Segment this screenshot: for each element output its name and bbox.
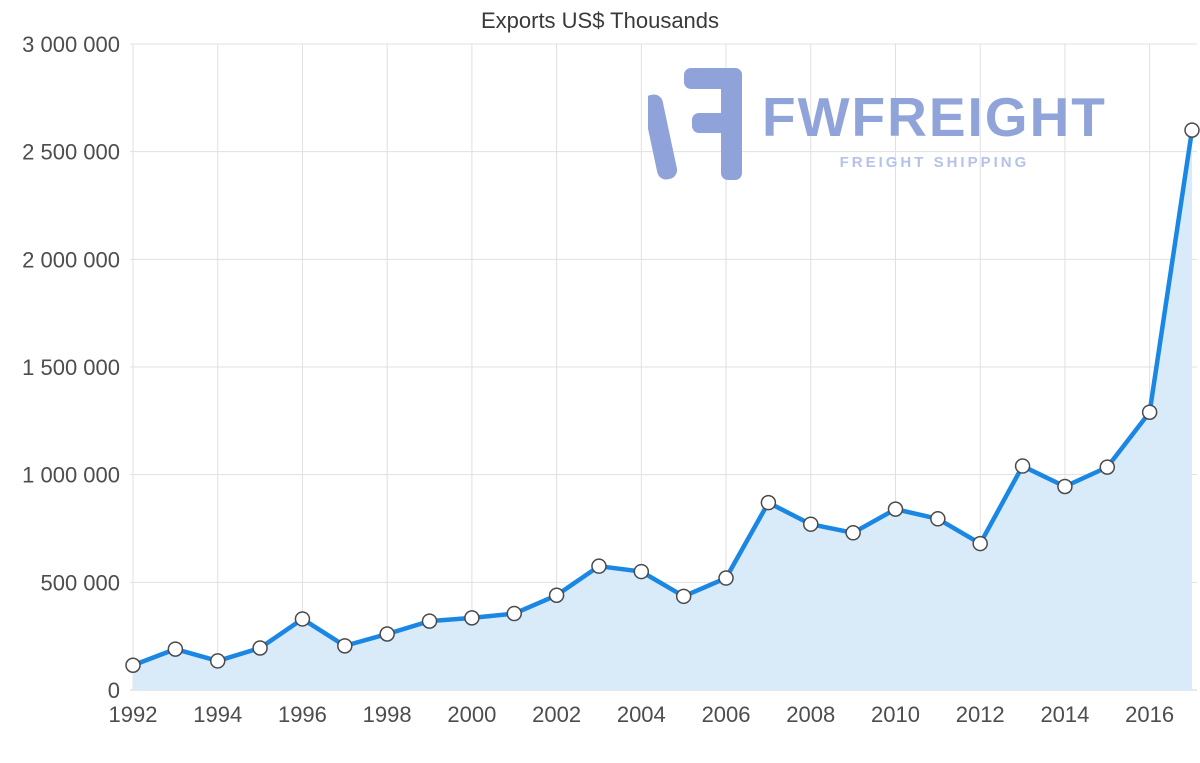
data-point-2006[interactable] (718, 570, 734, 586)
y-axis-label: 1 000 000 (22, 463, 120, 488)
data-point-2001[interactable] (506, 605, 522, 622)
x-axis-label: 2014 (1040, 702, 1089, 727)
x-axis-label: 2002 (532, 702, 581, 727)
x-axis-label: 2000 (447, 702, 496, 727)
data-point-1992[interactable] (125, 657, 141, 673)
data-point-2017[interactable] (1184, 122, 1200, 138)
series-area-fill (133, 130, 1192, 691)
data-point-2013[interactable] (1014, 458, 1031, 474)
data-point-2014[interactable] (1057, 478, 1073, 495)
data-point-1994[interactable] (209, 653, 226, 669)
chart-title: Exports US$ Thousands (480, 8, 720, 33)
x-axis-label: 1998 (363, 702, 412, 727)
data-point-2011[interactable] (930, 511, 946, 527)
x-axis-label: 2006 (702, 702, 751, 727)
data-point-2002[interactable] (548, 587, 565, 604)
x-axis-label: 2004 (617, 702, 666, 727)
x-axis-label: 1996 (278, 702, 327, 727)
data-point-2003[interactable] (591, 558, 607, 574)
data-point-1996[interactable] (294, 611, 311, 627)
y-axis-label: 0 (108, 678, 120, 703)
data-point-2012[interactable] (972, 535, 988, 552)
data-point-1998[interactable] (379, 626, 395, 642)
y-axis-label: 500 000 (40, 570, 120, 595)
x-axis-label: 2010 (871, 702, 920, 727)
series-line (130, 127, 1195, 668)
y-axis-label: 3 000 000 (22, 32, 120, 57)
data-point-2010[interactable] (887, 501, 904, 517)
data-point-2000[interactable] (464, 610, 480, 626)
x-axis-label: 2008 (786, 702, 835, 727)
data-point-1999[interactable] (421, 613, 438, 629)
data-point-2009[interactable] (845, 525, 861, 541)
x-axis-label: 2016 (1125, 702, 1174, 727)
y-axis-label: 2 000 000 (22, 247, 120, 272)
y-axis-label: 2 500 000 (22, 140, 120, 165)
data-point-1995[interactable] (252, 640, 268, 656)
data-point-1993[interactable] (167, 641, 184, 657)
x-axis-label: 1994 (193, 702, 242, 727)
y-axis-label: 1 500 000 (22, 355, 120, 380)
x-axis-label: 2012 (956, 702, 1005, 727)
data-point-2016[interactable] (1141, 404, 1158, 420)
data-point-2015[interactable] (1099, 459, 1116, 475)
data-point-2007[interactable] (760, 494, 777, 511)
data-point-2004[interactable] (633, 563, 650, 580)
data-point-2008[interactable] (803, 516, 819, 532)
data-point-2005[interactable] (675, 588, 692, 605)
x-axis-label: 1992 (109, 702, 158, 727)
data-point-1997[interactable] (337, 638, 353, 654)
